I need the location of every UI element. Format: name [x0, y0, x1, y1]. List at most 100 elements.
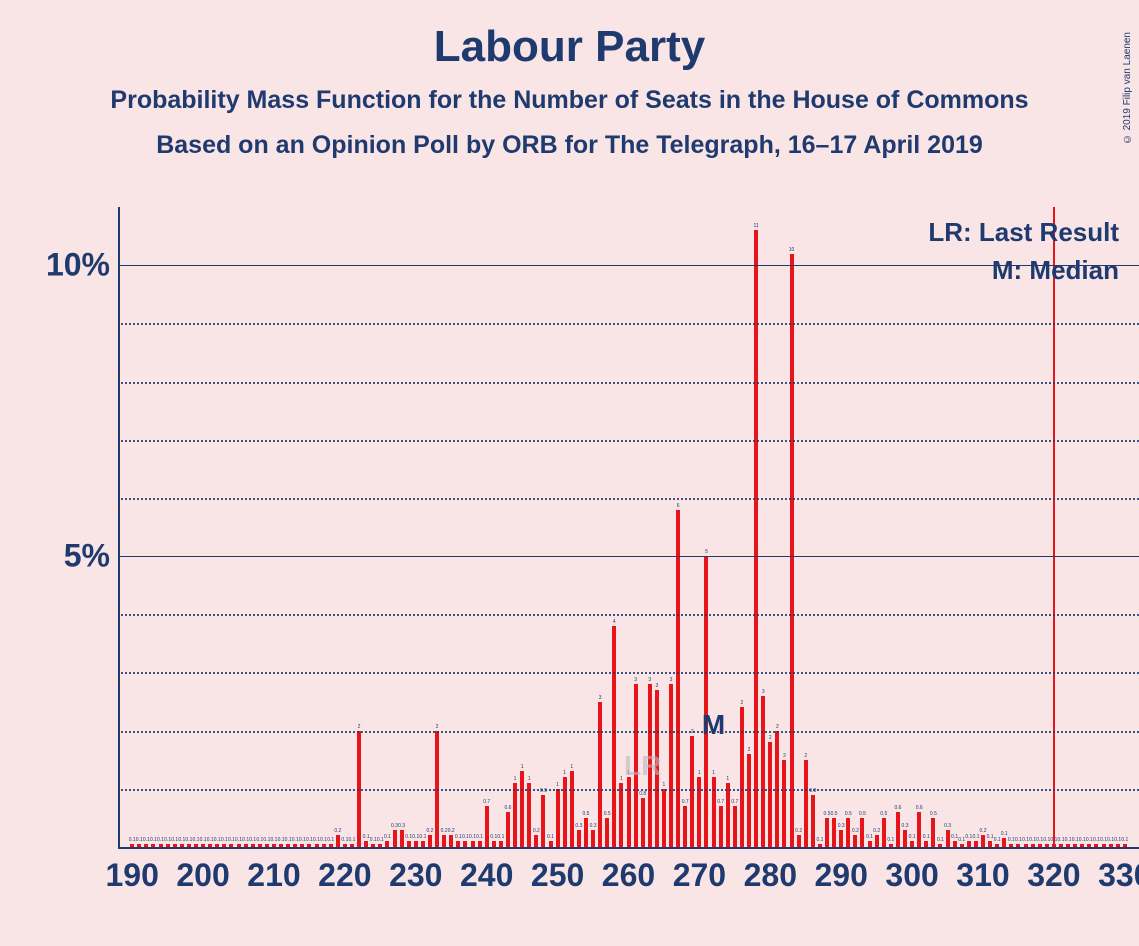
- bar: [300, 844, 304, 847]
- legend-lr: LR: Last Result: [928, 217, 1119, 248]
- bar: [499, 841, 503, 847]
- bar: [747, 754, 751, 847]
- bar-value-label: 0.5: [824, 811, 831, 817]
- bar: [938, 844, 942, 847]
- bar-value-label: 0.1: [909, 834, 916, 840]
- bar: [797, 835, 801, 847]
- bar: [598, 702, 602, 847]
- bar-value-label: 0.1: [384, 834, 391, 840]
- bar-value-label: 0.1: [1058, 837, 1065, 843]
- bar: [641, 798, 645, 847]
- bar-value-label: 2: [358, 724, 361, 730]
- bar: [506, 812, 510, 847]
- bar-value-label: 3: [762, 689, 765, 695]
- bar-value-label: 2: [748, 747, 751, 753]
- bar-value-label: 1: [620, 776, 623, 782]
- bar-value-label: 0.2: [795, 828, 802, 834]
- title-main: Labour Party: [0, 22, 1139, 72]
- bar: [329, 844, 333, 847]
- bar: [400, 830, 404, 847]
- last-result-marker: LR: [624, 750, 661, 782]
- bar-value-label: 0.1: [129, 837, 136, 843]
- bar: [768, 742, 772, 847]
- bar-value-label: 3: [670, 677, 673, 683]
- bar: [1073, 844, 1077, 847]
- bar-value-label: 0.3: [575, 823, 582, 829]
- bar-value-label: 3: [648, 677, 651, 683]
- bar: [846, 818, 850, 847]
- bar-value-label: 0.1: [214, 837, 221, 843]
- bar-value-label: 0.7: [483, 799, 490, 805]
- bar: [456, 841, 460, 847]
- bar-value-label: 0.1: [313, 837, 320, 843]
- bar: [265, 844, 269, 847]
- bar-value-label: 0.1: [462, 834, 469, 840]
- bar-value-label: 0.6: [916, 805, 923, 811]
- bar-value-label: 1: [663, 782, 666, 788]
- x-axis-label: 310: [956, 857, 1009, 894]
- bar: [690, 736, 694, 847]
- bar-value-label: 0.2: [448, 828, 455, 834]
- bar-value-label: 0.1: [228, 837, 235, 843]
- bar-value-label: 0.2: [852, 828, 859, 834]
- bar: [953, 841, 957, 847]
- bar-value-label: 0.3: [838, 823, 845, 829]
- bar: [619, 783, 623, 847]
- bar: [988, 841, 992, 847]
- bar-value-label: 0.1: [185, 837, 192, 843]
- title-subtitle-1: Probability Mass Function for the Number…: [0, 86, 1139, 115]
- bar-value-label: 0.3: [944, 823, 951, 829]
- bar: [187, 844, 191, 847]
- y-gridline-minor: [118, 614, 1139, 616]
- bar-value-label: 0.1: [412, 834, 419, 840]
- y-gridline-major: [118, 556, 1139, 557]
- bar-value-label: 0.1: [1107, 837, 1114, 843]
- bar-value-label: 0.1: [263, 837, 270, 843]
- y-gridline-minor: [118, 672, 1139, 674]
- bar: [917, 812, 921, 847]
- bar: [981, 835, 985, 847]
- bar-value-label: 0.1: [547, 834, 554, 840]
- bar-value-label: 0.1: [150, 837, 157, 843]
- y-gridline-major: [118, 265, 1139, 266]
- x-axis-label: 270: [673, 857, 726, 894]
- bar-value-label: 0.7: [717, 799, 724, 805]
- bar-value-label: 0.1: [866, 834, 873, 840]
- bar: [1094, 844, 1098, 847]
- chart-container: 0.10.10.10.10.10.10.10.10.10.10.10.10.10…: [0, 207, 1139, 937]
- bar: [201, 844, 205, 847]
- title-subtitle-2: Based on an Opinion Poll by ORB for The …: [0, 131, 1139, 160]
- bar-value-label: 2: [436, 724, 439, 730]
- bar: [293, 844, 297, 847]
- bar: [393, 830, 397, 847]
- x-axis-label: 210: [247, 857, 300, 894]
- bar-value-label: 1: [712, 770, 715, 776]
- bar: [1031, 844, 1035, 847]
- bar: [336, 835, 340, 847]
- bar-value-label: 0.1: [278, 837, 285, 843]
- bar: [1038, 844, 1042, 847]
- bar: [442, 835, 446, 847]
- bar: [159, 844, 163, 847]
- bar: [896, 812, 900, 847]
- bar: [960, 844, 964, 847]
- bar-value-label: 0.3: [590, 823, 597, 829]
- bar: [1045, 844, 1049, 847]
- bar: [818, 844, 822, 847]
- bar: [449, 835, 453, 847]
- bar: [1116, 844, 1120, 847]
- bar-value-label: 0.1: [951, 834, 958, 840]
- bar-value-label: 0.1: [1022, 837, 1029, 843]
- bar: [222, 844, 226, 847]
- bar: [889, 844, 893, 847]
- bar: [556, 789, 560, 847]
- bar-value-label: 1: [698, 770, 701, 776]
- bar-value-label: 0.5: [845, 811, 852, 817]
- bar: [669, 684, 673, 847]
- bar-value-label: 0.1: [306, 837, 313, 843]
- bar: [194, 844, 198, 847]
- bar-value-label: 0.1: [171, 837, 178, 843]
- bar: [804, 760, 808, 847]
- bar-value-label: 0.1: [178, 837, 185, 843]
- bar: [605, 818, 609, 847]
